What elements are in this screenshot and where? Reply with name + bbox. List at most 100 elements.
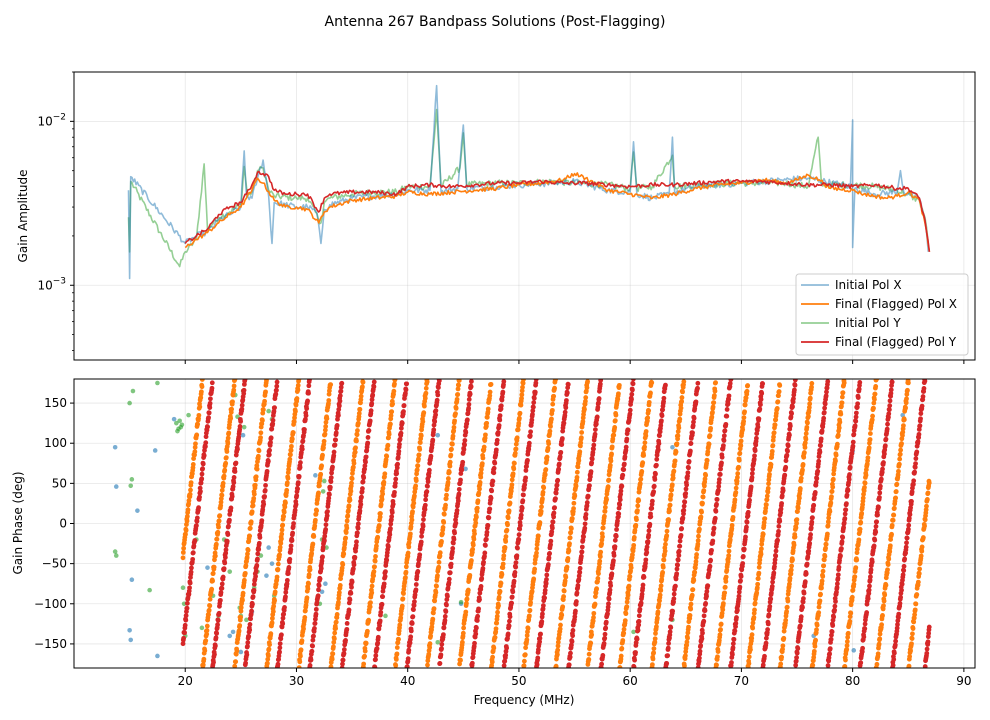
phase-point-final (917, 566, 923, 572)
phase-point-final (705, 449, 711, 455)
phase-point-final (836, 425, 842, 431)
phase-point-final (688, 606, 694, 612)
phase-point-final (408, 524, 414, 530)
phase-point-final (913, 461, 918, 466)
phase-point-final (519, 388, 525, 394)
phase-point-final (767, 471, 772, 477)
phase-point-final (897, 456, 903, 462)
phase-point-final (835, 432, 841, 438)
phase-point-final (303, 602, 309, 608)
phase-point-final (488, 381, 494, 387)
phase-point-final (818, 436, 824, 442)
phase-point-final (352, 449, 358, 455)
phase-point-final (478, 474, 484, 480)
phase-point-final (806, 405, 812, 410)
phase-point-final (425, 483, 430, 489)
phase-point-final (452, 418, 457, 424)
phase-point-final (440, 531, 445, 537)
phase-point-final (369, 583, 375, 589)
phase-point-final (646, 408, 652, 414)
phase-point-final (341, 647, 347, 652)
phase-point-final (529, 417, 535, 423)
phase-point-final (612, 544, 618, 550)
phase-point-final (436, 564, 442, 570)
phase-point-final (825, 531, 830, 537)
phase-point-final (616, 382, 622, 388)
phase-point-final (611, 558, 616, 564)
phase-point-final (512, 450, 518, 456)
phase-point-final (328, 475, 334, 480)
phase-point-final (246, 634, 252, 639)
phase-point-final (559, 612, 565, 618)
phase-point-final (428, 453, 434, 459)
phase-point-final (755, 424, 761, 430)
phase-point-final (840, 535, 846, 540)
x-tick-label: 70 (734, 674, 749, 688)
phase-point-final (444, 602, 449, 608)
phase-point-final (433, 589, 439, 595)
phase-point-final (519, 392, 525, 398)
phase-point-final (247, 533, 253, 539)
phase-point-final (854, 557, 860, 563)
phase-point-final (748, 647, 753, 653)
phase-point-final (877, 490, 883, 496)
phase-point-final (765, 627, 771, 632)
phase-point-final (219, 585, 225, 591)
phase-point-final (198, 488, 203, 494)
phase-point-final (821, 563, 827, 569)
phase-point-final (715, 654, 720, 660)
phase-point-final (223, 455, 229, 460)
phase-point-final (391, 388, 397, 394)
phase-point-initial (227, 569, 233, 574)
phase-point-final (232, 379, 238, 382)
phase-point-final (844, 647, 850, 652)
phase-point-final (392, 489, 397, 495)
phase-point-final (423, 497, 429, 503)
phase-point-final (221, 566, 227, 571)
phase-point-final (749, 635, 755, 641)
phase-point-final (295, 383, 301, 388)
phase-point-final (893, 638, 899, 644)
phase-point-final (464, 601, 469, 606)
phase-point-final (517, 526, 523, 532)
phase-point-final (303, 416, 308, 422)
phase-point-final (182, 630, 187, 636)
phase-point-final (232, 469, 238, 474)
phase-point-final (484, 414, 490, 420)
phase-point-final (846, 476, 852, 482)
phase-point-final (774, 406, 780, 411)
phase-point-final (281, 611, 287, 617)
phase-point-final (480, 566, 486, 571)
phase-point-final (340, 562, 346, 568)
phase-point-final (713, 380, 718, 386)
phase-point-final (720, 443, 726, 448)
phase-point-final (776, 389, 782, 394)
phase-point-final (397, 441, 402, 447)
phase-point-final (355, 428, 360, 433)
phase-point-final (657, 592, 663, 598)
phase-point-final (710, 404, 716, 410)
phase-point-final (775, 537, 780, 543)
phase-point-final (554, 486, 559, 492)
phase-point-final (698, 643, 704, 648)
phase-point-final (242, 379, 248, 383)
phase-point-final (204, 631, 210, 637)
phase-point-final (194, 523, 199, 529)
phase-point-final (600, 525, 606, 531)
phase-point-final (473, 520, 479, 526)
phase-point-final (679, 395, 685, 400)
phase-point-final (550, 519, 556, 525)
phase-point-final (675, 433, 681, 439)
phase-point-final (412, 493, 417, 499)
phase-point-final (878, 476, 884, 482)
phase-point-final (534, 546, 540, 552)
phase-point-final (508, 488, 514, 494)
phase-point-final (654, 624, 659, 630)
phase-point-final (492, 635, 498, 640)
phase-point-final (812, 490, 818, 495)
phase-point-final (223, 547, 229, 553)
phase-point-final (842, 511, 848, 517)
phase-point-final (703, 472, 709, 478)
phase-point-final (779, 501, 785, 506)
phase-point-final (714, 497, 720, 502)
